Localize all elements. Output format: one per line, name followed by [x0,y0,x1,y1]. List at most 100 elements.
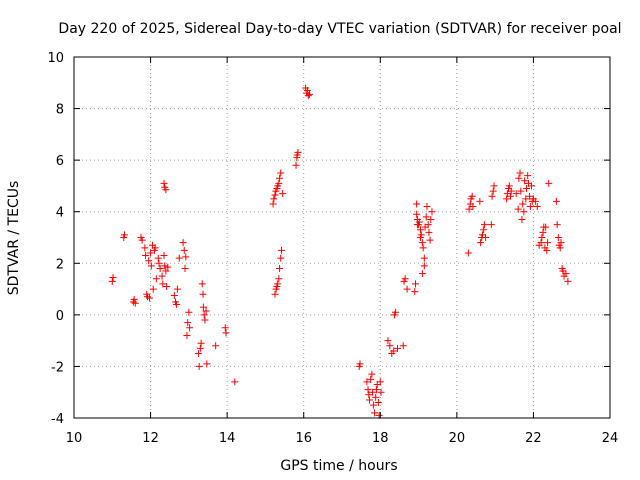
data-point [427,215,435,223]
data-point [526,203,534,211]
data-point [131,299,139,307]
data-point [488,192,496,200]
data-point [185,308,193,316]
data-point [145,257,153,265]
data-point [197,339,205,347]
data-point [416,234,424,241]
data-point [305,90,313,98]
data-point [553,221,561,229]
data-point [418,239,426,247]
data-point [304,92,312,100]
data-point [476,197,484,205]
data-point [270,195,278,203]
x-axis-label: GPS time / hours [280,458,397,474]
data-point [181,264,189,272]
data-point [377,388,385,396]
x-tick-label: 14 [219,431,236,446]
data-point [182,253,190,261]
data-point [521,177,529,185]
data-point [506,192,514,200]
data-point [356,360,364,368]
data-point [512,190,520,198]
data-point [386,342,394,350]
data-point [366,396,374,404]
data-point [468,192,476,200]
data-point [554,234,562,241]
data-point [186,324,194,332]
data-point [376,378,384,386]
data-point [275,275,283,283]
data-point [199,303,207,311]
data-point [424,221,432,229]
y-tick-label: 2 [56,257,64,272]
data-point [221,324,229,332]
data-point [202,307,210,315]
data-point [545,179,553,187]
data-point [524,172,532,180]
data-point [416,226,424,234]
data-point [199,290,207,298]
y-tick-label: 4 [56,206,64,221]
data-point [152,275,160,283]
data-point [394,344,402,352]
data-point [276,264,284,272]
data-point [374,399,382,407]
data-point [464,249,472,257]
data-point [372,393,380,401]
data-point [279,190,287,198]
data-point [183,331,191,339]
data-point [465,205,473,213]
data-point [420,262,428,270]
data-point [556,244,564,252]
data-point [413,200,421,208]
data-point [160,252,168,260]
data-point [515,174,523,182]
data-point [138,236,146,244]
data-point [156,264,164,272]
data-point [480,221,488,229]
data-point [154,254,162,262]
data-point [425,228,433,236]
data-point [543,246,551,254]
data-point [363,378,371,386]
data-point [537,239,545,247]
data-point [173,301,181,309]
data-point [147,262,155,270]
data-point [489,187,497,195]
data-point [477,239,485,247]
data-point [418,270,426,278]
data-point [420,254,428,262]
data-point [369,401,377,409]
data-point [399,342,407,350]
data-point [162,186,170,194]
data-point [384,337,392,345]
data-point [149,285,157,293]
data-point [480,226,488,234]
data-point [109,273,117,281]
data-point [277,169,285,177]
data-point [271,191,279,199]
data-point [160,179,168,187]
data-point [544,239,552,247]
data-point [413,210,421,218]
data-point [538,234,546,241]
data-point [231,378,239,386]
data-point [428,208,436,216]
data-point [505,182,513,190]
data-point [369,388,377,396]
data-point [514,205,522,213]
data-point [411,288,419,296]
data-point [422,213,430,221]
data-point [159,280,167,288]
y-tick-label: 10 [47,51,64,66]
data-point [142,252,150,260]
data-point [412,280,420,288]
data-point [531,197,539,205]
data-point [269,200,277,208]
data-point [200,311,208,319]
data-point [364,386,372,394]
x-tick-label: 12 [142,431,159,446]
data-point [542,223,550,231]
data-point [155,259,163,267]
